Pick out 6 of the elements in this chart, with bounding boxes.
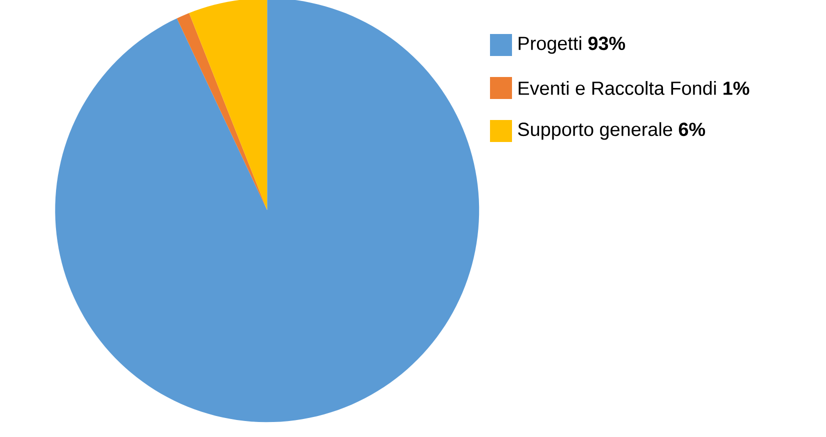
data-label: 6% xyxy=(678,122,706,136)
legend-label: Progetti xyxy=(518,36,582,54)
data-label: 93% xyxy=(588,36,626,50)
data-label: 1% xyxy=(724,82,750,95)
legend-label: Eventi e Raccolta Fondi xyxy=(518,81,716,95)
legend-label: Supporto generale xyxy=(518,122,672,140)
